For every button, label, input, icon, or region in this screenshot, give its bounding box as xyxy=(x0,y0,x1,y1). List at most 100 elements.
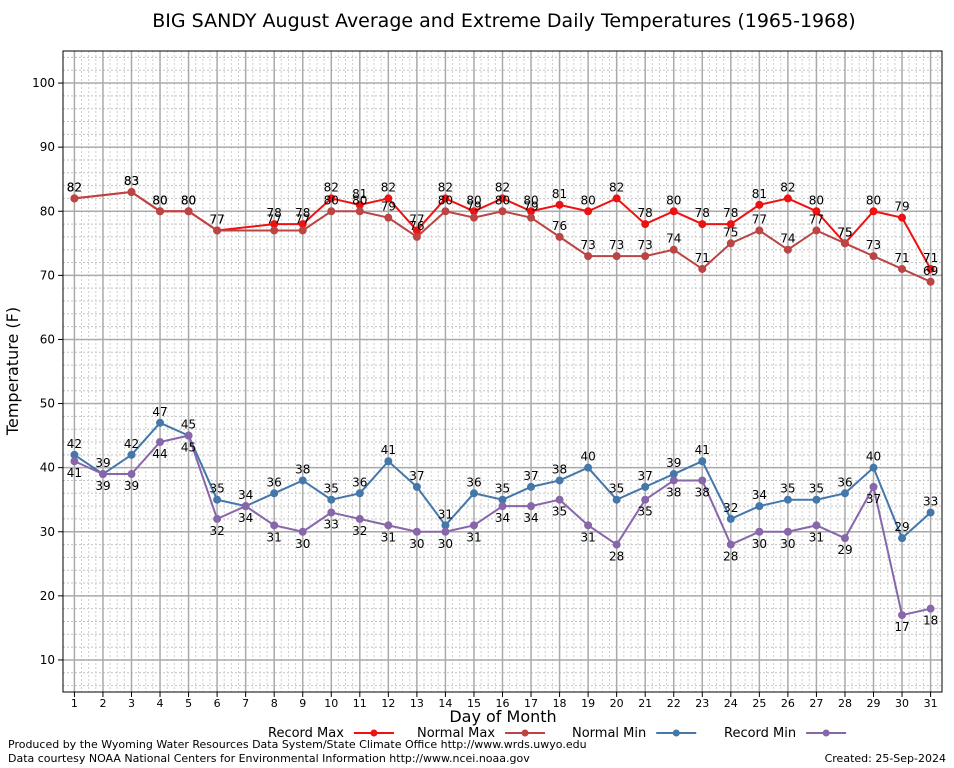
record-min-data-label: 32 xyxy=(352,524,367,538)
record-max-data-label: 82 xyxy=(67,180,82,194)
normal-max-point xyxy=(441,207,450,216)
normal-min-data-label: 39 xyxy=(666,456,681,470)
created-date: Created: 25-Sep-2024 xyxy=(824,752,946,765)
record-max-point xyxy=(327,194,336,203)
normal-max-point xyxy=(641,252,650,261)
record-min-data-label: 31 xyxy=(580,530,595,544)
normal-max-data-label: 82 xyxy=(67,180,82,194)
x-tick-label: 19 xyxy=(581,697,595,710)
record-max-point xyxy=(898,213,907,222)
record-max-data-label: 80 xyxy=(809,193,824,207)
record-max-data-label: 71 xyxy=(923,251,938,265)
record-min-data-label: 37 xyxy=(866,492,881,506)
record-min-point xyxy=(527,502,536,511)
record-min-point xyxy=(270,521,279,530)
grid xyxy=(63,51,942,692)
normal-max-data-label: 73 xyxy=(609,238,624,252)
normal-min-data-label: 36 xyxy=(466,475,481,489)
record-min-data-label: 33 xyxy=(324,518,339,532)
record-min-point xyxy=(70,457,79,466)
record-min-data-label: 17 xyxy=(894,620,909,634)
y-tick-label: 60 xyxy=(40,332,55,346)
record-max-data-label: 81 xyxy=(352,187,367,201)
normal-max-data-label: 80 xyxy=(324,193,339,207)
normal-max-point xyxy=(327,207,336,216)
normal-min-point xyxy=(726,514,735,523)
normal-max-data-label: 79 xyxy=(523,200,538,214)
normal-max-data-label: 77 xyxy=(809,212,824,226)
normal-min-data-label: 37 xyxy=(409,469,424,483)
normal-max-data-label: 71 xyxy=(894,251,909,265)
x-tick-label: 20 xyxy=(610,697,624,710)
x-tick-label: 31 xyxy=(924,697,938,710)
record-min-data-label: 38 xyxy=(695,485,710,499)
legend-label-record-min: Record Min xyxy=(724,726,796,741)
normal-min-point xyxy=(527,482,536,491)
normal-max-point xyxy=(726,239,735,248)
normal-min-data-label: 42 xyxy=(124,437,139,451)
record-max-data-label: 80 xyxy=(866,193,881,207)
record-min-point xyxy=(241,502,250,511)
y-tick-label: 90 xyxy=(40,140,55,154)
record-max-point xyxy=(555,200,564,209)
legend-marker-record-min xyxy=(822,729,830,737)
normal-min-point xyxy=(755,502,764,511)
x-tick-label: 14 xyxy=(438,697,452,710)
normal-max-point xyxy=(469,213,478,222)
normal-min-point xyxy=(156,418,165,427)
normal-min-point xyxy=(584,463,593,472)
record-max-point xyxy=(926,264,935,273)
normal-min-point xyxy=(926,508,935,517)
normal-min-point xyxy=(840,489,849,498)
record-min-point xyxy=(869,482,878,491)
record-min-data-label: 31 xyxy=(809,530,824,544)
record-max-data-label: 81 xyxy=(552,187,567,201)
normal-min-data-label: 35 xyxy=(209,482,224,496)
x-tick-label: 15 xyxy=(467,697,481,710)
normal-min-point xyxy=(127,450,136,459)
normal-min-data-label: 29 xyxy=(894,520,909,534)
normal-max-point xyxy=(783,245,792,254)
legend-label-record-max: Record Max xyxy=(268,726,344,741)
record-min-data-label: 39 xyxy=(95,479,110,493)
record-max-data-label: 78 xyxy=(267,206,282,220)
normal-min-data-label: 39 xyxy=(95,456,110,470)
normal-max-data-label: 80 xyxy=(438,193,453,207)
normal-min-data-label: 34 xyxy=(752,488,767,502)
normal-max-data-label: 74 xyxy=(780,232,795,246)
record-max-data-label: 77 xyxy=(409,212,424,226)
legend-label-normal-min: Normal Min xyxy=(572,726,646,741)
record-max-data-label: 80 xyxy=(666,193,681,207)
x-axis-label: Day of Month xyxy=(449,707,556,726)
x-tick-label: 25 xyxy=(752,697,766,710)
y-tick-label: 10 xyxy=(40,653,55,667)
normal-max-point xyxy=(184,207,193,216)
normal-max-point xyxy=(612,252,621,261)
record-min-data-label: 31 xyxy=(267,530,282,544)
normal-min-point xyxy=(812,495,821,504)
record-max-data-label: 78 xyxy=(723,206,738,220)
x-tick-label: 6 xyxy=(214,697,221,710)
record-min-data-label: 30 xyxy=(752,537,767,551)
normal-max-data-label: 77 xyxy=(295,212,310,226)
normal-min-data-label: 45 xyxy=(181,418,196,432)
x-tick-label: 13 xyxy=(410,697,424,710)
x-tick-label: 12 xyxy=(381,697,395,710)
normal-min-point xyxy=(698,457,707,466)
record-max-data-label: 81 xyxy=(752,187,767,201)
normal-max-data-label: 71 xyxy=(695,251,710,265)
normal-max-data-label: 75 xyxy=(837,225,852,239)
record-min-data-label: 28 xyxy=(609,550,624,564)
y-axis-label: Temperature (F) xyxy=(3,307,22,436)
record-max-point xyxy=(384,194,393,203)
normal-min-data-label: 42 xyxy=(67,437,82,451)
record-max-point xyxy=(698,220,707,229)
normal-max-data-label: 80 xyxy=(495,193,510,207)
normal-min-data-label: 34 xyxy=(238,488,253,502)
record-max-point xyxy=(584,207,593,216)
normal-max-data-label: 80 xyxy=(152,193,167,207)
record-max-data-label: 82 xyxy=(324,180,339,194)
normal-max-point xyxy=(840,239,849,248)
normal-max-data-label: 74 xyxy=(666,232,681,246)
